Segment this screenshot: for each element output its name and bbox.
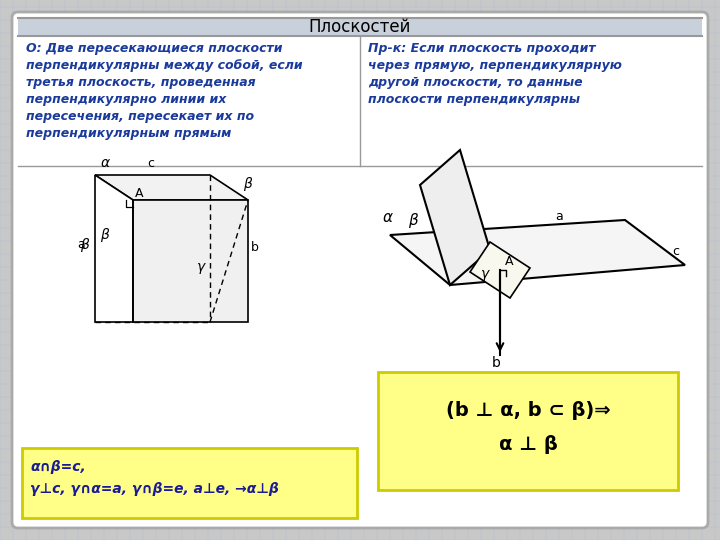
Text: b: b (492, 356, 501, 370)
Text: О: Две пересекающиеся плоскости
перпендикулярны между собой, если
третья плоскос: О: Две пересекающиеся плоскости перпенди… (26, 42, 302, 140)
Text: $\beta$: $\beta$ (100, 226, 110, 244)
Text: c: c (672, 245, 679, 258)
Text: (b ⊥ α, b ⊂ β)⇒: (b ⊥ α, b ⊂ β)⇒ (446, 401, 611, 420)
Text: $\alpha$: $\alpha$ (382, 210, 394, 225)
Text: α∩β=c,: α∩β=c, (30, 460, 86, 474)
Text: Плоскостей: Плоскостей (309, 18, 411, 36)
Polygon shape (470, 242, 530, 298)
Text: c: c (148, 157, 155, 170)
Text: a: a (555, 210, 563, 223)
Polygon shape (390, 220, 685, 285)
Text: A: A (135, 187, 143, 200)
Text: $\alpha$: $\alpha$ (100, 156, 111, 170)
FancyBboxPatch shape (12, 12, 708, 528)
Text: A: A (505, 255, 513, 268)
FancyBboxPatch shape (22, 448, 357, 518)
Text: γ⊥c, γ∩α=a, γ∩β=e, a⊥e, →α⊥β: γ⊥c, γ∩α=a, γ∩β=e, a⊥e, →α⊥β (30, 482, 279, 496)
Text: $\gamma$: $\gamma$ (196, 261, 207, 276)
FancyBboxPatch shape (378, 372, 678, 490)
Polygon shape (95, 175, 133, 322)
Text: $\beta$: $\beta$ (80, 235, 91, 253)
Text: a: a (77, 239, 85, 252)
Text: $\beta$: $\beta$ (408, 211, 419, 230)
Polygon shape (133, 200, 248, 322)
Polygon shape (95, 175, 248, 200)
Bar (18, 18, 702, 36)
Text: b: b (251, 241, 259, 254)
Polygon shape (420, 150, 490, 285)
Text: α ⊥ β: α ⊥ β (499, 435, 557, 455)
Text: $\gamma$: $\gamma$ (480, 268, 491, 283)
Text: Пр-к: Если плоскость проходит
через прямую, перпендикулярную
другой плоскости, т: Пр-к: Если плоскость проходит через прям… (368, 42, 622, 106)
Text: $\beta$: $\beta$ (243, 175, 253, 193)
